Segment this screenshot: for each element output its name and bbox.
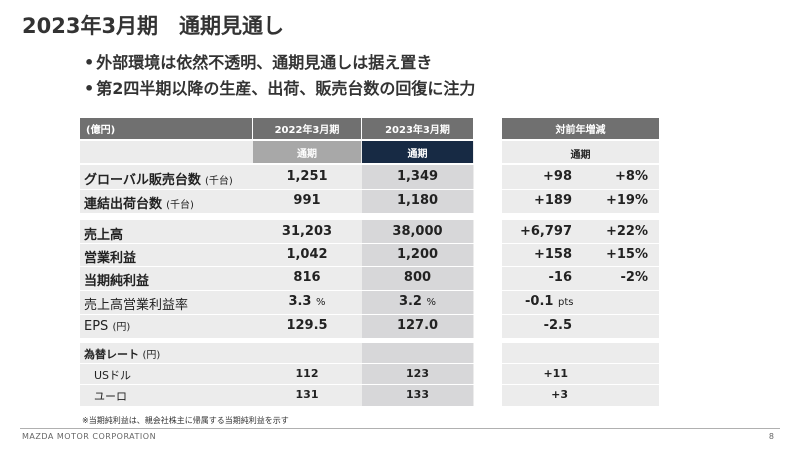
fy2023-highlight [362, 343, 473, 406]
page-number: 8 [768, 432, 774, 441]
header-change: 対前年増減 [502, 118, 659, 139]
global-sales-pct: +8% [615, 169, 648, 184]
subheader-fy2023: 通期 [362, 141, 473, 163]
row-label-op-margin: 売上高営業利益率 [84, 298, 189, 313]
row-divider [502, 266, 659, 267]
footnote: ※当期純利益は、親会社株主に帰属する当期純利益を示す [82, 416, 289, 425]
row-divider [502, 314, 659, 315]
global-sales-fy2023: 1,349 [396, 169, 439, 184]
row-label-net-income: 当期純利益 [84, 274, 150, 289]
operating-income-pct: +15% [605, 247, 648, 262]
net-income-fy2022: 816 [293, 270, 321, 285]
row-label-usd: USドル [94, 369, 132, 382]
footer-divider [20, 428, 780, 429]
row-divider [80, 243, 474, 244]
header-fy2022: 2022年3月期 [253, 118, 361, 139]
operating-income-fy2023: 1,200 [396, 247, 439, 262]
row-label-revenue: 売上高 [84, 228, 124, 243]
table-block-financials-right [502, 220, 659, 338]
row-divider [502, 189, 659, 190]
row-divider [80, 363, 474, 364]
header-fy2023: 2023年3月期 [362, 118, 473, 139]
usd-fy2022: 112 [295, 367, 319, 380]
eps-fy2022: 129.5 [286, 318, 328, 333]
operating-income-diff: +158 [533, 247, 572, 262]
table-block-fx-right [502, 343, 659, 406]
row-divider [80, 384, 474, 385]
op-margin-diff: -0.1 pts [525, 294, 574, 309]
footer-company: MAZDA MOTOR CORPORATION [22, 432, 157, 441]
bullet-list: 外部環境は依然不透明、通期見通しは据え置き 第2四半期以降の生産、出荷、販売台数… [84, 50, 475, 102]
row-divider [502, 384, 659, 385]
revenue-fy2022: 31,203 [281, 224, 333, 239]
row-divider [502, 290, 659, 291]
global-sales-diff: +98 [543, 169, 572, 184]
row-label-eur: ユーロ [94, 390, 127, 403]
row-label-fx: 為替レート (円) [84, 348, 161, 361]
row-label-consolidated-shipments: 連結出荷台数 (千台) [84, 197, 194, 212]
row-label-global-sales: グローバル販売台数 (千台) [84, 173, 233, 188]
shipments-diff: +189 [533, 193, 572, 208]
row-divider [80, 266, 474, 267]
revenue-diff: +6,797 [519, 224, 572, 239]
eur-fy2023: 133 [406, 388, 429, 401]
header-unit: (億円) [80, 118, 252, 139]
net-income-fy2023: 800 [403, 270, 432, 285]
row-divider [502, 243, 659, 244]
fy2023-highlight [362, 220, 473, 338]
op-margin-fy2023: 3.2 % [398, 294, 437, 309]
op-margin-fy2022: 3.3 % [288, 294, 326, 309]
subheader-fy2022: 通期 [253, 141, 361, 163]
eur-diff: +3 [551, 388, 568, 401]
row-divider [80, 314, 474, 315]
eur-fy2022: 131 [295, 388, 319, 401]
row-divider [80, 290, 474, 291]
page-title: 2023年3月期 通期見通し [22, 14, 285, 38]
net-income-pct: -2% [620, 270, 648, 285]
eps-diff: -2.5 [543, 318, 572, 333]
row-divider [80, 189, 474, 190]
net-income-diff: -16 [548, 270, 573, 285]
usd-diff: +11 [543, 367, 568, 380]
operating-income-fy2022: 1,042 [286, 247, 328, 262]
row-divider [502, 363, 659, 364]
revenue-pct: +22% [605, 224, 648, 239]
bullet-item: 外部環境は依然不透明、通期見通しは据え置き [84, 50, 475, 76]
shipments-fy2023: 1,180 [396, 193, 439, 208]
shipments-pct: +19% [605, 193, 648, 208]
shipments-fy2022: 991 [293, 193, 321, 208]
bullet-item: 第2四半期以降の生産、出荷、販売台数の回復に注力 [84, 76, 475, 102]
usd-fy2023: 123 [406, 367, 429, 380]
row-label-operating-income: 営業利益 [84, 251, 137, 266]
subheader-change: 通期 [570, 150, 591, 161]
subheader-band-right [502, 141, 659, 163]
eps-fy2023: 127.0 [396, 318, 439, 333]
revenue-fy2023: 38,000 [392, 224, 443, 239]
row-label-eps: EPS (円) [84, 319, 131, 334]
global-sales-fy2022: 1,251 [286, 169, 328, 184]
